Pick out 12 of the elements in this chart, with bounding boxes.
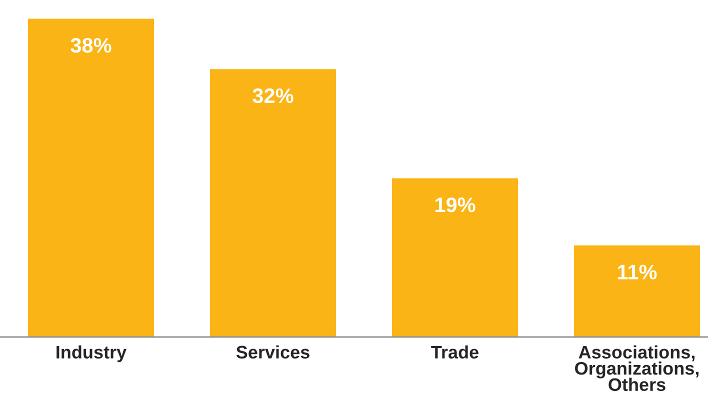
data-label: 38% bbox=[70, 38, 112, 53]
data-label: 11% bbox=[618, 264, 657, 280]
x-tick-label: Industry bbox=[56, 345, 127, 362]
data-label: 19% bbox=[435, 197, 476, 212]
bar bbox=[208, 68, 338, 337]
x-tick-label: Services bbox=[236, 345, 310, 359]
bar bbox=[390, 176, 520, 337]
data-label: 32% bbox=[252, 88, 294, 104]
bar bbox=[26, 18, 156, 337]
bar bbox=[572, 244, 702, 337]
x-tick-label: Trade bbox=[431, 345, 478, 359]
x-tick-label: Associations, Organizations, Others bbox=[575, 345, 698, 392]
